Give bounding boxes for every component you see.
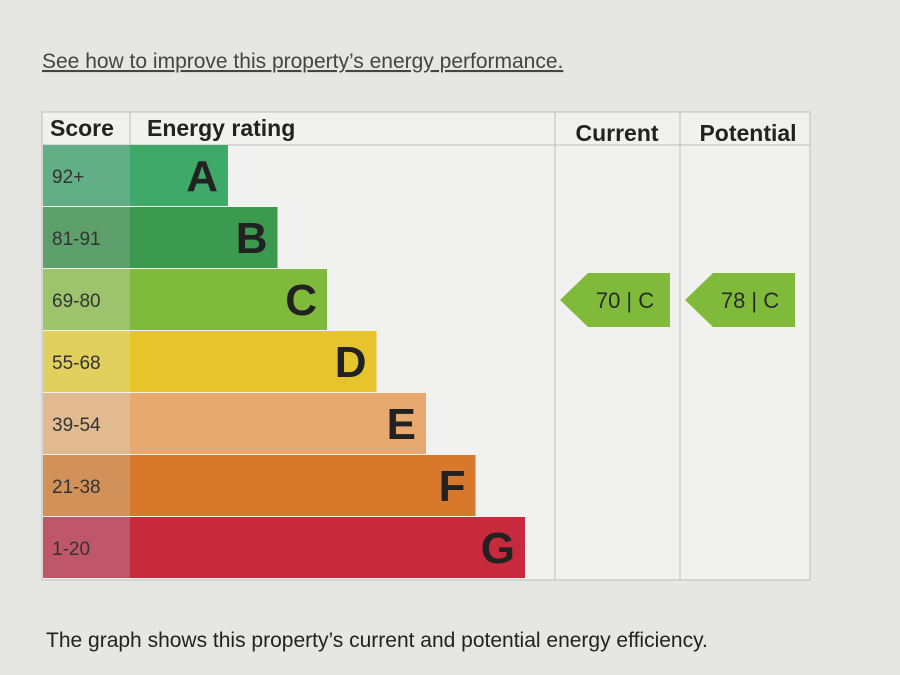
score-label: 55-68 — [52, 353, 101, 374]
score-label: 81-91 — [52, 229, 101, 250]
rating-band — [130, 517, 525, 578]
score-label: 92+ — [52, 167, 84, 188]
rating-band — [130, 145, 228, 206]
band-letter: G — [481, 524, 515, 573]
score-label: 1-20 — [52, 539, 90, 560]
score-cell — [43, 331, 130, 392]
score-label: 39-54 — [52, 415, 101, 436]
score-cell — [43, 269, 130, 330]
score-cell — [43, 207, 130, 268]
band-letter: F — [439, 462, 466, 511]
header-current: Current — [575, 120, 658, 146]
score-cell — [43, 455, 130, 516]
band-letter: C — [285, 276, 317, 325]
score-label: 21-38 — [52, 477, 101, 498]
potential-arrow — [685, 273, 795, 327]
current-label: 70 | C — [596, 288, 654, 313]
score-label: 69-80 — [52, 291, 101, 312]
rating-band — [130, 455, 476, 516]
rating-band — [130, 207, 278, 268]
potential-label: 78 | C — [721, 288, 779, 313]
header-potential: Potential — [699, 120, 796, 146]
current-arrow — [560, 273, 670, 327]
score-cell — [43, 517, 130, 578]
caption: The graph shows this property’s current … — [46, 629, 708, 652]
rating-band — [130, 331, 377, 392]
score-cell — [43, 393, 130, 454]
band-letter: D — [335, 338, 367, 387]
band-letter: B — [236, 214, 268, 263]
band-letter: A — [186, 152, 218, 201]
rating-band — [130, 393, 426, 454]
band-letter: E — [387, 400, 416, 449]
improve-link[interactable]: See how to improve this property’s energ… — [42, 50, 563, 73]
score-cell — [43, 145, 130, 206]
header-rating: Energy rating — [147, 115, 295, 141]
rating-band — [130, 269, 327, 330]
header-score: Score — [50, 115, 114, 141]
